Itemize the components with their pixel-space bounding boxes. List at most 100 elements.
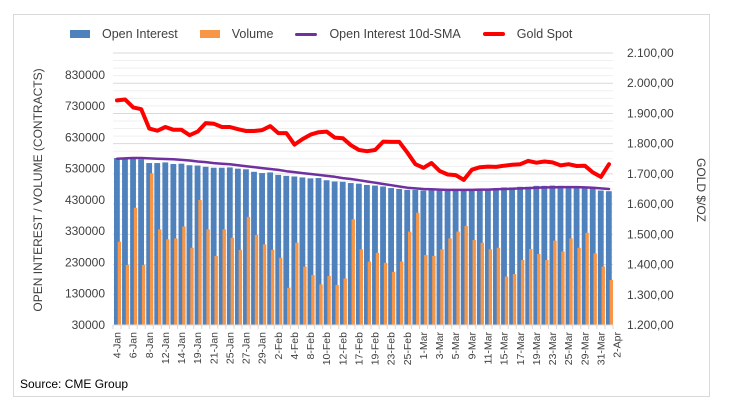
- y-axis-title: OPEN INTEREST / VOLUME (CONTRACTS): [31, 68, 45, 311]
- x-tick-label: 4-Jan: [112, 332, 124, 358]
- chart-frame: [13, 14, 710, 397]
- bar-open-interest: [525, 186, 532, 325]
- bar-volume: [456, 231, 460, 325]
- bar-open-interest: [388, 188, 394, 325]
- y2-tick-label: 1.900,00: [627, 106, 674, 120]
- bar-open-interest: [194, 165, 201, 325]
- bar-open-interest: [267, 172, 274, 325]
- y-tick-label: 630000: [65, 130, 105, 144]
- x-tick-label: 8-Feb: [305, 332, 317, 360]
- bar-volume: [141, 264, 146, 325]
- legend-item-sma: Open Interest 10d-SMA: [295, 27, 461, 41]
- bar-open-interest: [541, 185, 548, 325]
- bar-open-interest: [307, 178, 314, 325]
- bar-open-interest: [589, 187, 596, 325]
- bar-volume: [424, 254, 428, 325]
- bar-volume: [327, 275, 331, 325]
- bar-volume: [553, 240, 557, 325]
- legend-item-gold-spot: Gold Spot: [482, 27, 572, 41]
- bar-volume: [319, 284, 323, 325]
- bar-volume: [448, 238, 452, 325]
- x-tick-label: 6-Jan: [128, 332, 140, 358]
- bar-open-interest: [186, 165, 193, 325]
- bar-open-interest: [444, 190, 451, 325]
- bar-volume: [391, 271, 396, 325]
- bar-open-interest: [299, 177, 306, 325]
- bar-open-interest: [581, 186, 588, 325]
- bar-volume: [408, 231, 412, 325]
- bar-open-interest: [339, 181, 346, 325]
- x-tick-label: 17-Feb: [354, 332, 366, 365]
- bar-open-interest: [146, 163, 153, 325]
- x-tick-label: 14-Jan: [176, 332, 188, 364]
- x-tick-label: 10-Feb: [321, 332, 333, 365]
- bar-open-interest: [517, 186, 524, 325]
- bar-volume: [158, 229, 162, 325]
- y2-axis-title: GOLD $/OZ: [694, 158, 708, 222]
- y2-tick-label: 1.200,00: [627, 318, 674, 332]
- bar-volume: [440, 249, 444, 325]
- bar-open-interest: [122, 158, 128, 325]
- bar-open-interest: [331, 181, 338, 325]
- legend-swatch-volume: [199, 30, 220, 38]
- bar-volume: [432, 255, 436, 325]
- bar-volume: [125, 264, 130, 325]
- x-tick-label: 25-Feb: [402, 332, 414, 365]
- bar-volume: [601, 266, 605, 325]
- bar-open-interest: [291, 176, 298, 325]
- bar-open-interest: [452, 190, 459, 325]
- bar-volume: [609, 279, 613, 325]
- bar-open-interest: [428, 190, 435, 325]
- bar-open-interest: [364, 184, 370, 325]
- bar-open-interest: [202, 166, 209, 325]
- bar-volume: [149, 173, 154, 325]
- bar-open-interest: [396, 189, 403, 325]
- bar-volume: [512, 274, 517, 325]
- y2-tick-label: 1.700,00: [627, 167, 674, 181]
- y-tick-label: 130000: [65, 287, 105, 301]
- x-tick-label: 2-Feb: [273, 332, 285, 360]
- bar-volume: [569, 238, 573, 325]
- legend-item-open-interest: Open Interest: [70, 27, 178, 41]
- x-tick-label: 23-Mar: [547, 332, 559, 366]
- x-tick-label: 12-Feb: [337, 332, 349, 365]
- bar-open-interest: [460, 190, 467, 325]
- legend-label-open-interest: Open Interest: [102, 27, 178, 41]
- y-tick-label: 230000: [65, 256, 105, 270]
- bar-volume: [238, 249, 243, 325]
- y2-tick-label: 1.600,00: [627, 197, 674, 211]
- bar-open-interest: [226, 167, 233, 325]
- bar-open-interest: [484, 189, 491, 325]
- bar-volume: [190, 247, 194, 325]
- bar-volume: [383, 262, 388, 325]
- x-tick-label: 3-Mar: [434, 331, 446, 359]
- bar-open-interest: [138, 159, 144, 325]
- y2-tick-label: 2.100,00: [627, 46, 674, 60]
- bar-volume: [480, 242, 484, 325]
- bar-volume: [537, 254, 541, 325]
- bar-volume: [133, 207, 138, 325]
- x-tick-label: 12-Jan: [160, 332, 172, 364]
- bar-open-interest: [380, 186, 386, 325]
- bar-volume: [520, 259, 525, 325]
- bar-open-interest: [114, 158, 120, 325]
- bar-open-interest: [251, 171, 257, 325]
- legend: Open Interest Volume Open Interest 10d-S…: [70, 26, 594, 42]
- bar-volume: [287, 287, 291, 325]
- bar-open-interest: [323, 180, 330, 325]
- bar-open-interest: [234, 168, 241, 325]
- bar-open-interest: [154, 163, 161, 325]
- bar-volume: [117, 241, 122, 325]
- bar-volume: [262, 244, 267, 325]
- y2-tick-label: 2.000,00: [627, 76, 674, 90]
- bar-open-interest: [355, 183, 362, 325]
- bar-volume: [464, 225, 468, 325]
- bar-volume: [528, 249, 533, 325]
- legend-item-volume: Volume: [199, 27, 273, 41]
- bar-volume: [295, 242, 299, 325]
- bar-open-interest: [170, 163, 177, 325]
- bar-volume: [561, 251, 565, 325]
- y-tick-label: 330000: [65, 224, 105, 238]
- bar-open-interest: [315, 178, 322, 325]
